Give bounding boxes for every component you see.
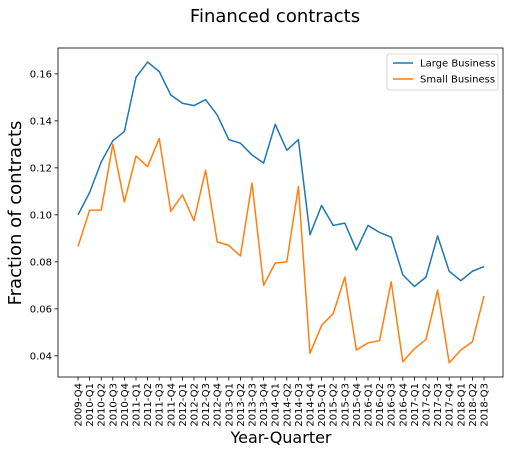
x-tick-label: 2010-Q3 — [108, 383, 119, 427]
x-tick-label: 2011-Q1 — [132, 383, 143, 427]
y-axis: 0.04 0.06 0.08 0.10 0.12 0.14 0.16 — [30, 69, 58, 362]
y-tick-label: 0.14 — [30, 116, 52, 127]
y-tick-label: 0.04 — [30, 351, 52, 362]
x-tick-label: 2010-Q4 — [120, 383, 131, 427]
x-tick-label: 2015-Q3 — [340, 383, 351, 427]
x-tick-label: 2010-Q2 — [97, 383, 108, 427]
legend: Large Business Small Business — [386, 53, 499, 91]
x-tick-label: 2015-Q2 — [329, 383, 340, 427]
x-tick-label: 2013-Q3 — [248, 383, 259, 427]
x-axis: 2009-Q4 2010-Q1 2010-Q2 2010-Q3 2010-Q4 2011-… — [74, 377, 491, 427]
x-tick-label: 2011-Q3 — [155, 383, 166, 427]
y-tick-label: 0.06 — [30, 304, 52, 315]
series-layer — [77, 61, 485, 364]
series-line-large-business — [77, 61, 485, 288]
x-tick-label: 2014-Q3 — [294, 383, 305, 427]
x-tick-label: 2012-Q4 — [213, 383, 224, 427]
x-tick-label: 2013-Q2 — [236, 383, 247, 427]
x-tick-label: 2018-Q3 — [480, 383, 491, 427]
x-tick-label: 2014-Q4 — [306, 383, 317, 427]
x-axis-label: Year-Quarter — [229, 428, 331, 447]
x-tick-label: 2016-Q3 — [387, 383, 398, 427]
x-tick-label: 2015-Q4 — [352, 383, 363, 427]
x-tick-label: 2013-Q4 — [259, 383, 270, 427]
x-tick-label: 2011-Q4 — [166, 383, 177, 427]
x-tick-label: 2012-Q1 — [178, 383, 189, 427]
x-tick-label: 2016-Q1 — [364, 383, 375, 427]
x-tick-label: 2009-Q4 — [74, 383, 85, 427]
x-tick-label: 2018-Q2 — [468, 383, 479, 427]
y-tick-label: 0.10 — [30, 210, 52, 221]
x-tick-label: 2016-Q4 — [398, 383, 409, 427]
x-tick-label: 2017-Q2 — [422, 383, 433, 427]
x-tick-label: 2014-Q2 — [282, 383, 293, 427]
series-line-small-business — [77, 137, 485, 364]
x-tick-label: 2015-Q1 — [317, 383, 328, 427]
chart-title: Financed contracts — [190, 6, 360, 27]
plot-area-frame — [57, 47, 504, 378]
y-tick-label: 0.08 — [30, 257, 52, 268]
y-tick-label: 0.12 — [30, 163, 52, 174]
x-tick-label: 2012-Q2 — [190, 383, 201, 427]
x-tick-label: 2017-Q4 — [445, 383, 456, 427]
y-axis-label: Fraction of contracts — [5, 121, 26, 306]
x-tick-label: 2017-Q1 — [410, 383, 421, 427]
legend-label-large-business: Large Business — [420, 59, 495, 70]
x-tick-label: 2016-Q2 — [375, 383, 386, 427]
y-tick-label: 0.16 — [30, 69, 52, 80]
legend-box — [386, 53, 499, 91]
legend-label-small-business: Small Business — [420, 75, 495, 86]
x-tick-label: 2013-Q1 — [224, 383, 235, 427]
x-tick-label: 2017-Q3 — [433, 383, 444, 427]
x-tick-label: 2012-Q3 — [201, 383, 212, 427]
x-tick-label: 2010-Q1 — [85, 383, 96, 427]
x-tick-label: 2018-Q1 — [456, 383, 467, 427]
x-tick-label: 2014-Q1 — [271, 383, 282, 427]
x-tick-label: 2011-Q2 — [143, 383, 154, 427]
